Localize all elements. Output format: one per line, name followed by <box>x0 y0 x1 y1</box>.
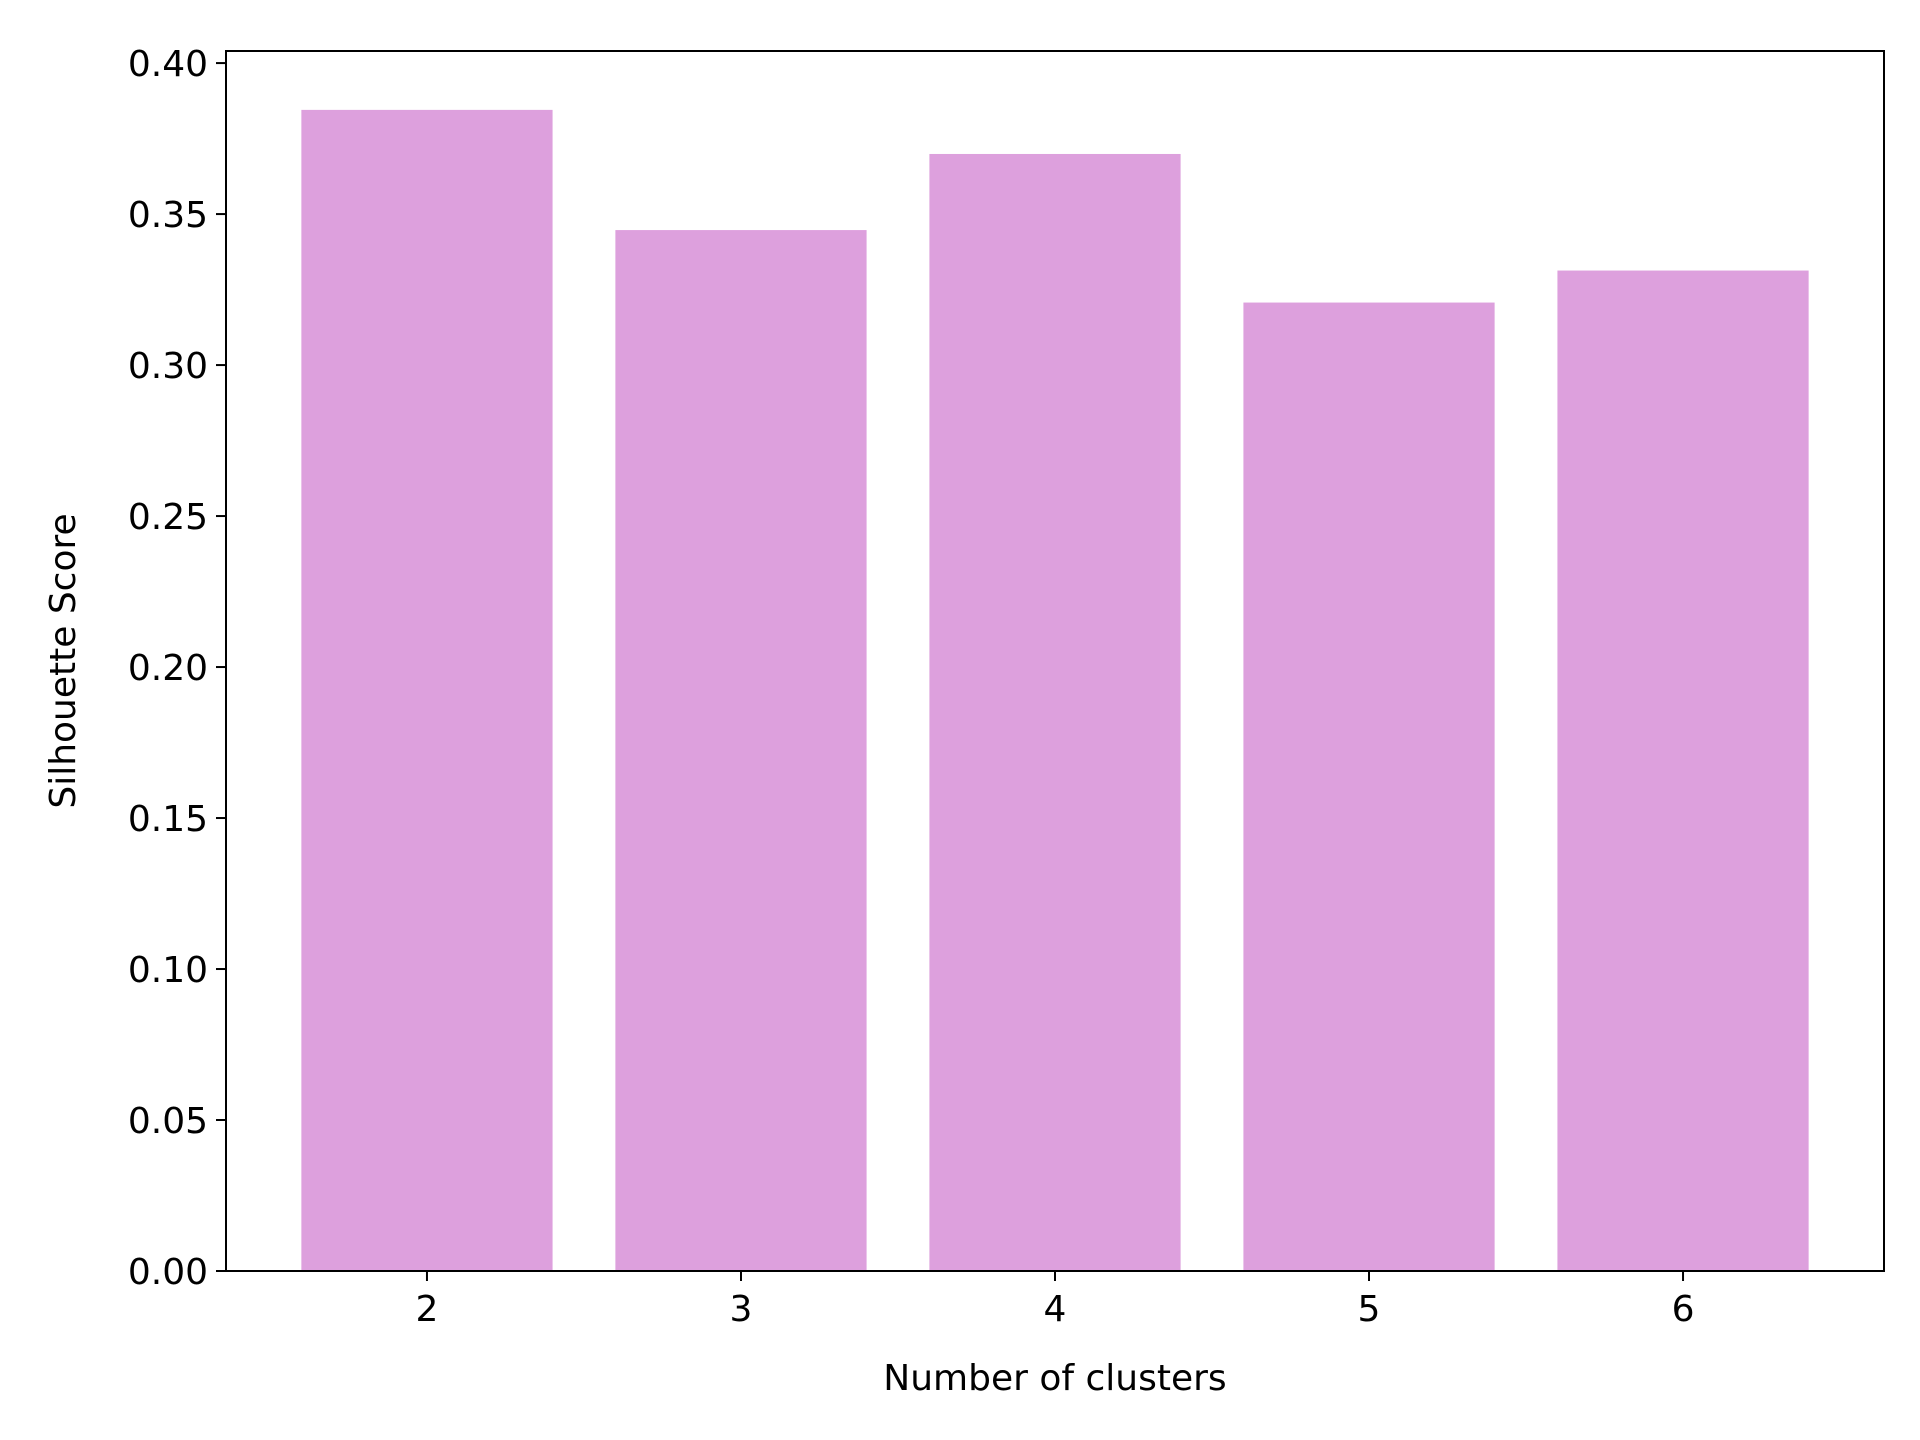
bar-3 <box>615 230 867 1272</box>
y-tick-label: 0.20 <box>128 648 208 689</box>
x-axis-label: Number of clusters <box>883 1358 1226 1399</box>
x-tick-label: 2 <box>416 1289 439 1330</box>
y-tick-label: 0.30 <box>128 346 208 387</box>
y-tick-label: 0.05 <box>128 1101 208 1142</box>
x-tick-label: 6 <box>1672 1289 1695 1330</box>
bar-4 <box>929 153 1181 1272</box>
y-tick-label: 0.25 <box>128 497 208 538</box>
y-axis: 0.00 0.05 0.10 0.15 0.20 0.25 0.30 0.35 0.40 <box>128 44 226 1293</box>
y-tick-label: 0.10 <box>128 950 208 991</box>
x-tick-label: 3 <box>730 1289 753 1330</box>
y-tick-label: 0.00 <box>128 1252 208 1293</box>
x-tick-label: 4 <box>1044 1289 1067 1330</box>
bar-2 <box>301 109 553 1272</box>
y-tick-label: 0.40 <box>128 44 208 85</box>
y-axis-label: Silhouette Score <box>43 513 84 808</box>
bar-5 <box>1243 302 1495 1271</box>
x-tick-label: 5 <box>1358 1289 1381 1330</box>
bar-6 <box>1557 270 1809 1271</box>
y-tick-label: 0.15 <box>128 799 208 840</box>
x-axis: 2 3 4 5 6 <box>416 1271 1695 1330</box>
y-tick-label: 0.35 <box>128 195 208 236</box>
bars-group <box>301 109 1809 1272</box>
